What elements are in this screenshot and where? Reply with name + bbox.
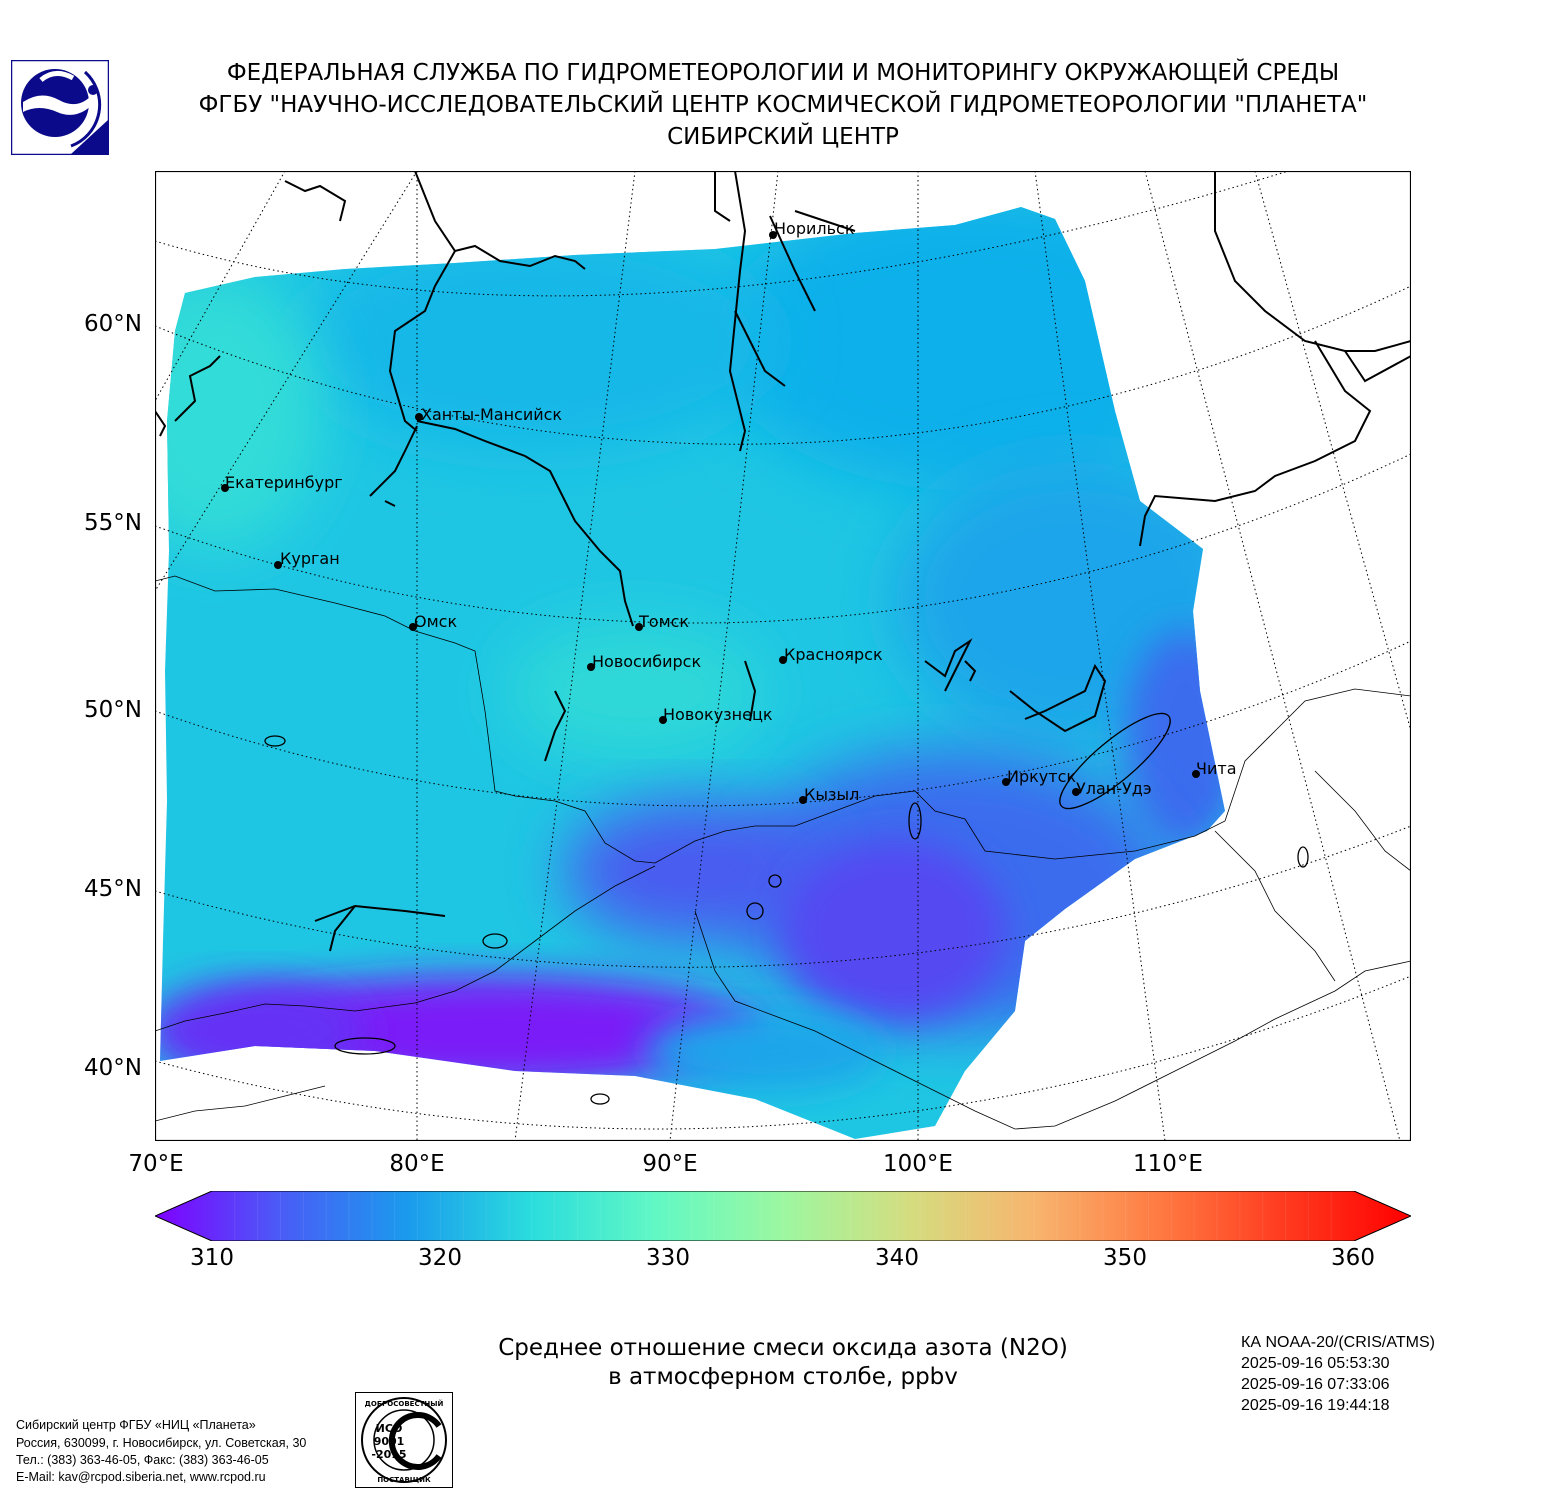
colorbar-tick-360: 360: [1331, 1245, 1375, 1271]
pass-time-1: 2025-09-16 05:53:30: [1241, 1355, 1390, 1372]
colorbar-svg: [153, 1190, 1413, 1242]
colorbar-tick-350: 350: [1103, 1245, 1147, 1271]
city-label-kurgan: Курган: [280, 549, 340, 568]
meridians: [155, 171, 1411, 1141]
city-marker-novokuznetsk: [659, 716, 667, 724]
header-line-1: ФЕДЕРАЛЬНАЯ СЛУЖБА ПО ГИДРОМЕТЕОРОЛОГИИ …: [226, 60, 1340, 86]
city-label-novosibirsk: Новосибирск: [592, 652, 702, 671]
badge-bottom-text: ПОСТАВЩИК: [377, 1476, 431, 1484]
satellite-name: КА NOAA-20/(CRIS/ATMS): [1241, 1334, 1435, 1351]
badge-9001: 9001: [374, 1435, 405, 1448]
header-line-2: ФГБУ "НАУЧНО-ИССЛЕДОВАТЕЛЬСКИЙ ЦЕНТР КОС…: [198, 92, 1368, 118]
lon-label-100: 100°E: [883, 1151, 953, 1177]
city-marker-kurgan: [274, 561, 282, 569]
badge-top-text: ДОБРОСОВЕСТНЫЙ: [365, 1399, 444, 1408]
lon-label-80: 80°E: [389, 1151, 445, 1177]
colorbar: [153, 1190, 1413, 1242]
lat-label-45: 45°N: [84, 876, 142, 902]
colorbar-tick-340: 340: [875, 1245, 919, 1271]
colorbar-tick-310: 310: [190, 1245, 234, 1271]
colorbar-tick-330: 330: [646, 1245, 690, 1271]
footer-phone: Тел.: (383) 363-46-05, Факс: (383) 363-4…: [16, 1453, 269, 1467]
city-label-tomsk: Томск: [639, 612, 690, 631]
city-marker-irkutsk: [1002, 778, 1010, 786]
city-label-omsk: Омск: [414, 612, 458, 631]
city-marker-tomsk: [635, 623, 643, 631]
rivers-coast: [155, 171, 1411, 952]
map-panel: Норильск Ханты-Мансийск Екатеринбург Кур…: [154, 170, 1412, 1142]
city-marker-krasnoyarsk: [779, 656, 787, 664]
city-marker-omsk: [409, 623, 417, 631]
footer-org: Сибирский центр ФГБУ «НИЦ «Планета»: [16, 1418, 256, 1432]
city-marker-norilsk: [769, 231, 777, 239]
header-line-3: СИБИРСКИЙ ЦЕНТР: [667, 124, 899, 150]
lat-label-50: 50°N: [84, 697, 142, 723]
city-label-krasnoyarsk: Красноярск: [784, 645, 883, 664]
badge-iso: ИСО: [376, 1422, 403, 1435]
lon-label-90: 90°E: [642, 1151, 698, 1177]
city-label-novokuznetsk: Новокузнецк: [663, 705, 773, 724]
pass-time-2: 2025-09-16 07:33:06: [1241, 1376, 1390, 1393]
city-label-irkutsk: Иркутск: [1007, 767, 1077, 786]
caption-line-2: в атмосферном столбе, ppbv: [608, 1364, 958, 1390]
lon-label-110: 110°E: [1133, 1151, 1203, 1177]
badge-2015: -2015: [371, 1448, 406, 1461]
city-marker-kyzyl: [799, 796, 807, 804]
city-marker-khanty-mansiysk: [415, 413, 423, 421]
planeta-logo: [10, 59, 110, 156]
city-label-chita: Чита: [1196, 759, 1237, 778]
parallels: [155, 171, 1411, 1130]
city-marker-chita: [1192, 770, 1200, 778]
map-svg: [154, 170, 1412, 1142]
city-label-ulan-ude: Улан-Удэ: [1076, 779, 1152, 798]
city-label-ekaterinburg: Екатеринбург: [225, 473, 343, 492]
city-marker-ekaterinburg: [221, 484, 229, 492]
city-label-kyzyl: Кызыл: [804, 785, 860, 804]
caption-line-1: Среднее отношение смеси оксида азота (N2…: [498, 1335, 1068, 1361]
lon-label-70: 70°E: [128, 1151, 184, 1177]
lat-label-55: 55°N: [84, 510, 142, 536]
lat-label-40: 40°N: [84, 1055, 142, 1081]
footer-email: E-Mail: kav@rcpod.siberia.net, www.rcpod…: [16, 1470, 266, 1484]
city-label-khanty-mansiysk: Ханты-Мансийск: [421, 405, 563, 424]
pass-time-3: 2025-09-16 19:44:18: [1241, 1397, 1390, 1414]
footer-address: Россия, 630099, г. Новосибирск, ул. Сове…: [16, 1436, 307, 1450]
city-label-norilsk: Норильск: [774, 219, 855, 238]
iso-9001-badge: ДОБРОСОВЕСТНЫЙ ИСО 9001 -2015 ПОСТАВЩИК: [355, 1392, 453, 1488]
city-marker-ulan-ude: [1072, 788, 1080, 796]
lakes: [264, 712, 1309, 1105]
city-marker-novosibirsk: [587, 663, 595, 671]
colorbar-tick-320: 320: [418, 1245, 462, 1271]
lat-label-60: 60°N: [84, 311, 142, 337]
